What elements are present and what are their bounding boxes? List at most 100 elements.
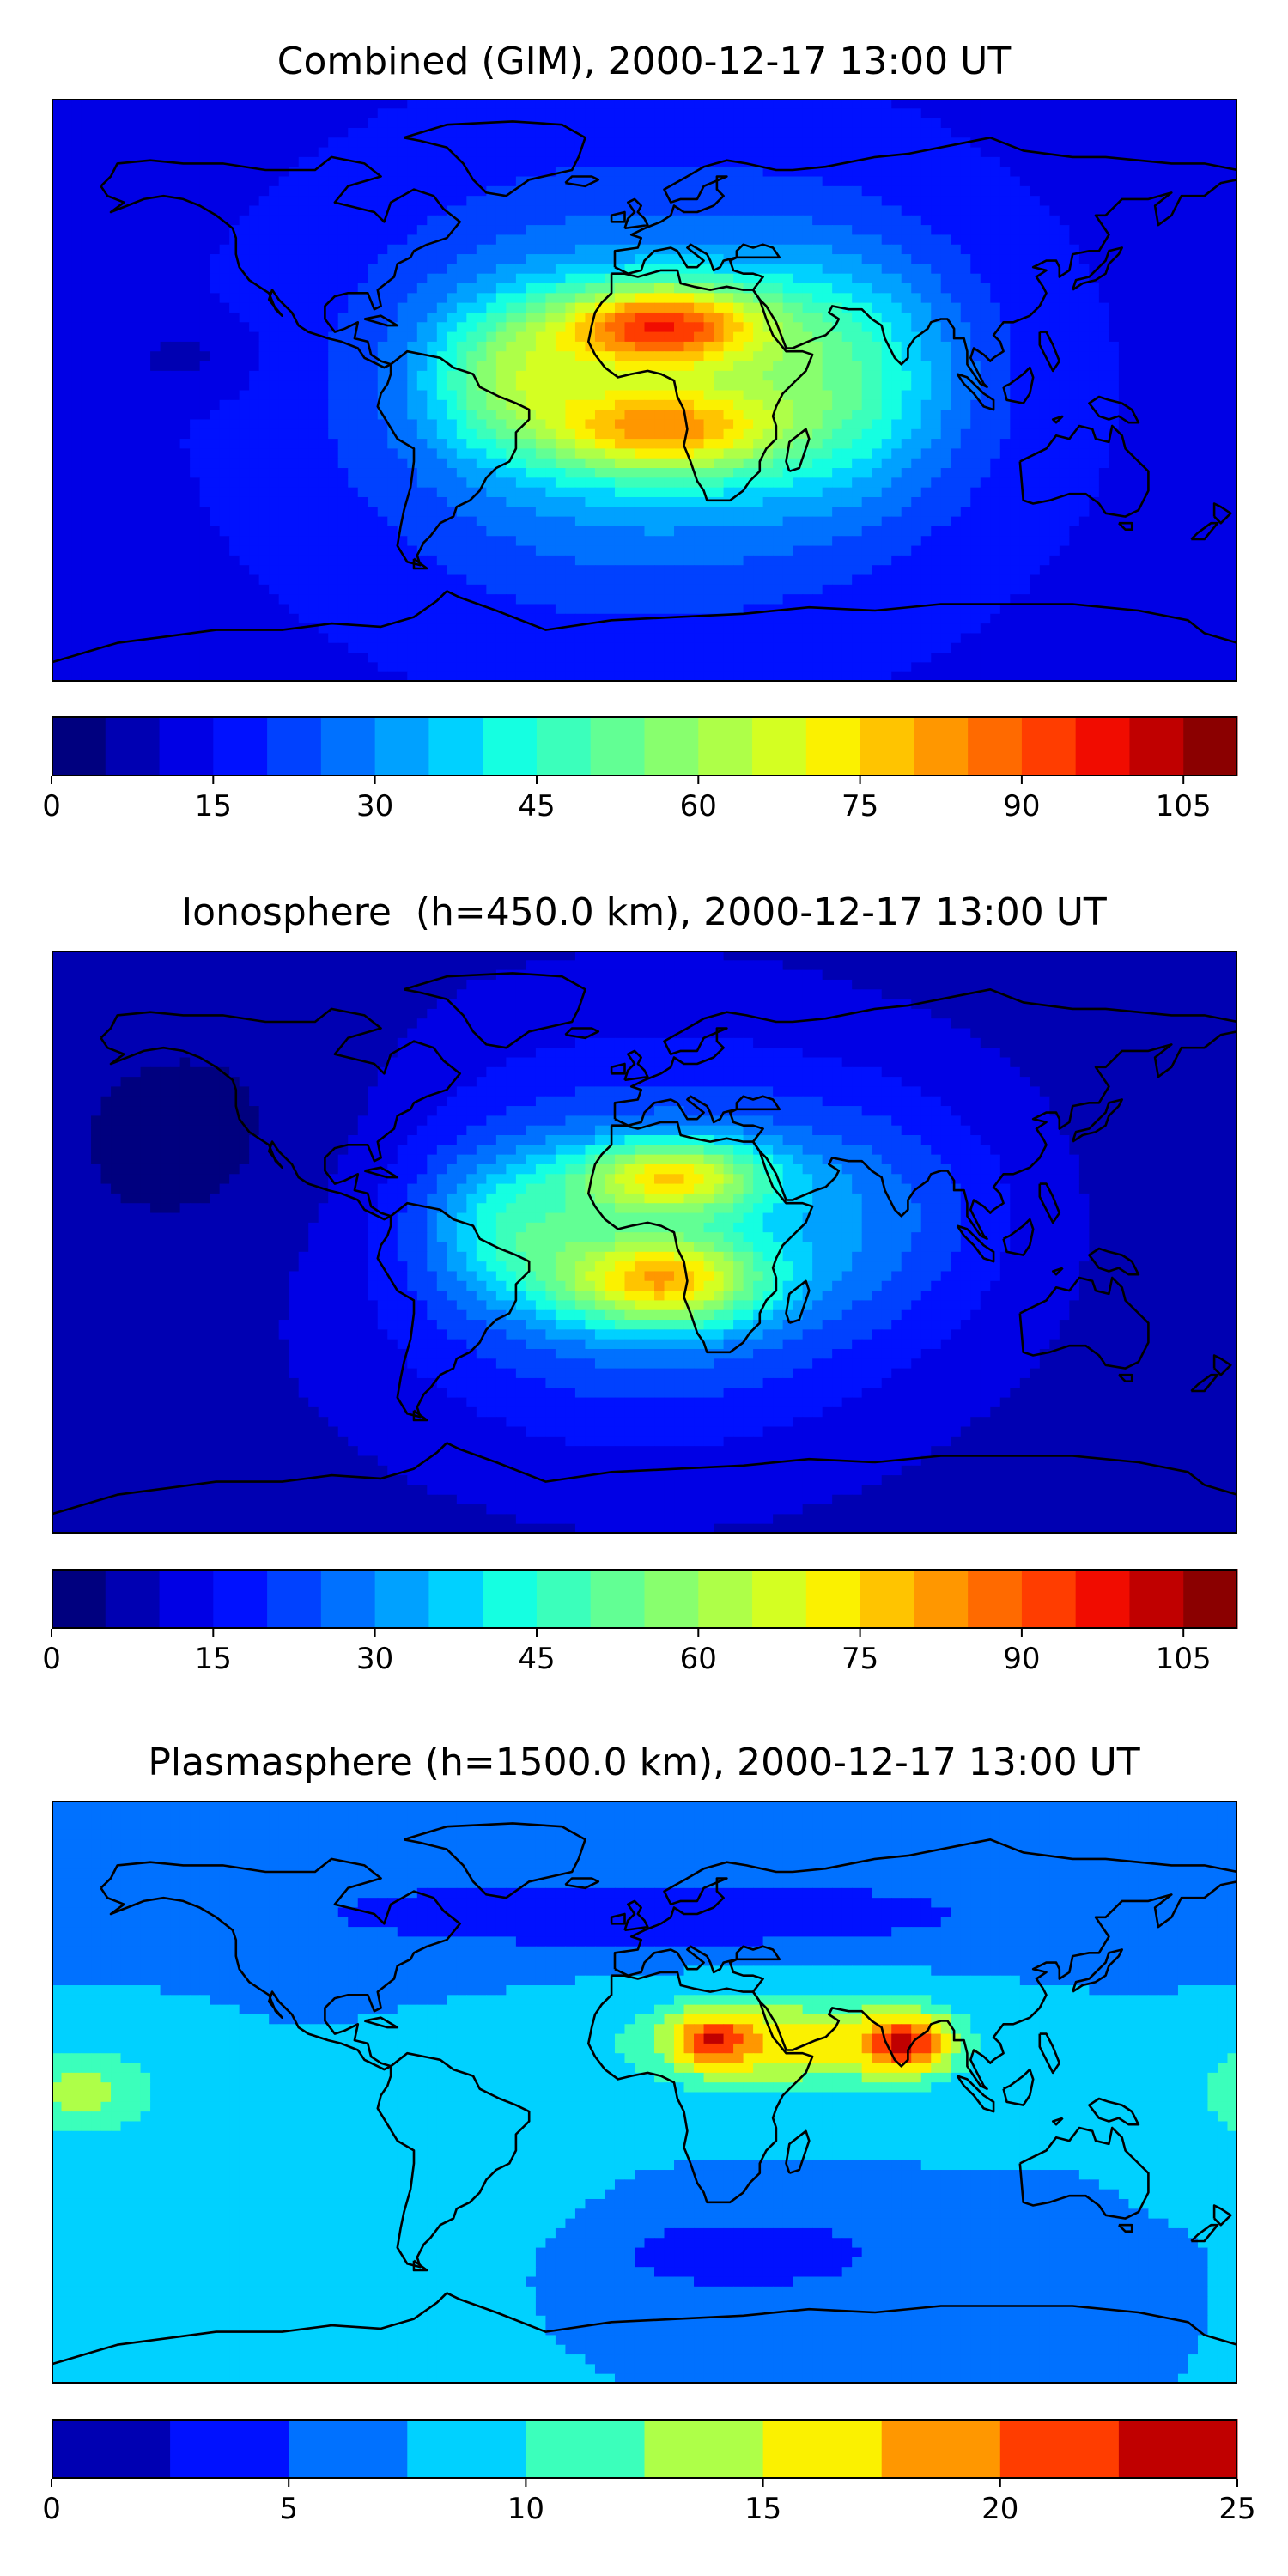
heatmap-cell (1078, 341, 1090, 352)
heatmap-cell (703, 205, 714, 216)
heatmap-cell (71, 341, 82, 352)
heatmap-cell (140, 468, 151, 478)
heatmap-cell (210, 273, 221, 284)
heatmap-cell (337, 487, 349, 498)
heatmap-cell (476, 127, 487, 138)
heatmap-cell (1039, 370, 1050, 381)
heatmap-cell (723, 156, 734, 167)
heatmap-cell (416, 156, 428, 167)
heatmap-cell (812, 185, 823, 197)
heatmap-cell (495, 108, 507, 119)
heatmap-cell (1177, 331, 1189, 343)
heatmap-cell (1010, 283, 1021, 294)
heatmap-cell (111, 468, 122, 478)
heatmap-cell (931, 185, 942, 197)
heatmap-cell (269, 264, 280, 275)
heatmap-cell (822, 185, 833, 197)
heatmap-cell (624, 205, 635, 216)
heatmap-cell (931, 351, 942, 362)
heatmap-cell (278, 147, 289, 158)
heatmap-cell (911, 167, 922, 178)
heatmap-cell (289, 99, 300, 109)
heatmap-cell (179, 99, 191, 109)
heatmap-cell (802, 99, 813, 109)
heatmap-cell (1098, 234, 1109, 246)
heatmap-cell (348, 185, 359, 197)
heatmap-cell (852, 196, 863, 207)
heatmap-cell (773, 361, 784, 372)
heatmap-cell (436, 410, 447, 421)
heatmap-cell (861, 127, 872, 138)
heatmap-cell (1148, 264, 1159, 275)
heatmap-cell (1118, 108, 1130, 119)
heatmap-cell (545, 167, 556, 178)
heatmap-cell (436, 196, 447, 207)
heatmap-cell (1059, 341, 1070, 352)
heatmap-cell (733, 331, 744, 343)
heatmap-cell (1049, 254, 1060, 264)
heatmap-cell (258, 176, 270, 187)
heatmap-cell (298, 399, 309, 410)
heatmap-cell (210, 312, 221, 323)
heatmap-cell (357, 293, 368, 304)
heatmap-cell (605, 302, 616, 313)
heatmap-cell (594, 215, 606, 226)
heatmap-cell (120, 361, 131, 372)
heatmap-cell (1217, 370, 1229, 381)
heatmap-cell (1128, 341, 1139, 352)
heatmap-cell (861, 118, 872, 129)
heatmap-cell (980, 341, 991, 352)
heatmap-cell (249, 439, 260, 449)
heatmap-cell (920, 370, 932, 381)
heatmap-cell (526, 351, 537, 362)
heatmap-cell (486, 419, 497, 430)
heatmap-cell (605, 419, 616, 430)
heatmap-cell (1197, 468, 1209, 478)
heatmap-cell (140, 127, 151, 138)
heatmap-cell (980, 118, 991, 129)
heatmap-cell (416, 468, 428, 478)
heatmap-cell (1109, 390, 1120, 401)
heatmap-cell (644, 312, 655, 323)
heatmap-cell (190, 264, 201, 275)
heatmap-cell (951, 410, 962, 421)
heatmap-cell (674, 244, 685, 255)
heatmap-cell (318, 351, 329, 362)
heatmap-cell (773, 118, 784, 129)
heatmap-cell (258, 283, 270, 294)
heatmap-cell (1138, 264, 1150, 275)
heatmap-cell (920, 341, 932, 352)
heatmap-cell (1227, 399, 1237, 410)
heatmap-cell (308, 458, 319, 469)
heatmap-cell (703, 302, 714, 313)
heatmap-cell (990, 196, 1001, 207)
heatmap-cell (506, 264, 517, 275)
heatmap-cell (614, 341, 626, 352)
heatmap-cell (654, 196, 665, 207)
heatmap-cell (91, 487, 102, 498)
heatmap-cell (239, 312, 250, 323)
heatmap-cell (1177, 351, 1189, 362)
heatmap-cell (852, 167, 863, 178)
heatmap-cell (555, 196, 567, 207)
heatmap-cell (762, 351, 774, 362)
heatmap-cell (970, 322, 981, 333)
heatmap-cell (634, 196, 646, 207)
heatmap-cell (1049, 167, 1060, 178)
heatmap-cell (150, 273, 161, 284)
heatmap-cell (239, 370, 250, 381)
heatmap-cell (1157, 487, 1170, 498)
heatmap-cell (407, 108, 418, 119)
heatmap-cell (427, 283, 438, 294)
heatmap-cell (407, 283, 418, 294)
heatmap-cell (614, 225, 626, 236)
heatmap-cell (298, 428, 309, 440)
heatmap-cell (1197, 458, 1209, 469)
heatmap-cell (387, 225, 398, 236)
heatmap-cell (258, 341, 270, 352)
heatmap-cell (881, 118, 892, 129)
heatmap-cell (170, 341, 181, 352)
heatmap-cell (298, 293, 309, 304)
heatmap-cell (990, 322, 1001, 333)
heatmap-cell (81, 293, 92, 304)
